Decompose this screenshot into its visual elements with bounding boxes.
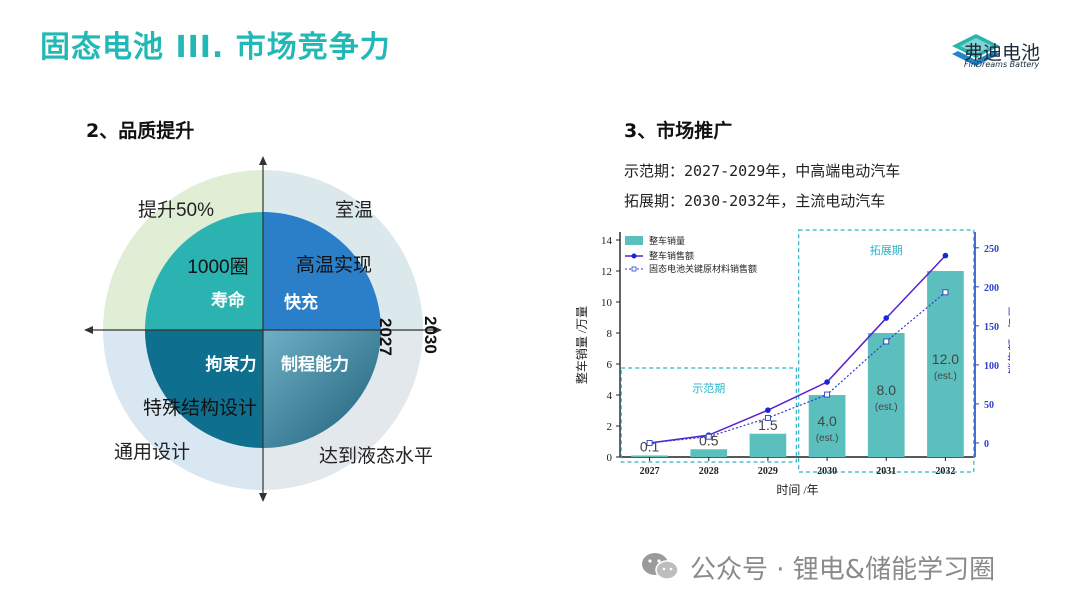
- quadrant-inner-label: 特殊结构设计: [143, 397, 257, 419]
- line-point: [824, 391, 831, 398]
- x-tick-label: 2032: [935, 466, 955, 477]
- findreams-logo: [952, 34, 1000, 66]
- x-tick-label: 2029: [758, 466, 778, 477]
- legend-marker: [631, 253, 637, 259]
- bar: [690, 449, 728, 457]
- line-point: [705, 433, 712, 440]
- quadrant-name: 拘束力: [206, 354, 257, 374]
- bar-est-label: (est.): [875, 402, 898, 413]
- bar-est-label: (est.): [816, 433, 839, 444]
- bar: [927, 271, 964, 457]
- brand-subtitle: FinDreams Battery: [964, 60, 1040, 69]
- legend-label: 整车销售额: [649, 250, 694, 261]
- page-title: 固态电池 III. 市场竞争力: [40, 30, 391, 65]
- inner-q4: [263, 330, 381, 448]
- inner-q2: [263, 212, 381, 330]
- y-tick-label: 10: [601, 297, 613, 309]
- quality-heading: 2、品质提升: [86, 120, 195, 142]
- y2-tick-label: 250: [984, 244, 999, 255]
- series-line: [649, 255, 946, 444]
- quadrant-inner-label: 1000圈: [187, 257, 248, 278]
- series-line: [649, 291, 946, 444]
- y-tick-label: 6: [607, 359, 613, 371]
- bar: [749, 433, 787, 457]
- quadrant-name: 快充: [284, 292, 318, 312]
- inner-q3: [145, 330, 263, 448]
- bar-value-label: 1.5: [758, 417, 778, 433]
- quadrant-name: 寿命: [211, 290, 246, 310]
- legend-marker: [631, 266, 637, 272]
- line-point: [942, 252, 949, 259]
- wechat-icon: [642, 553, 679, 580]
- brand-name: 弗迪电池: [964, 42, 1041, 64]
- legend-bar-swatch: [625, 236, 643, 245]
- line-point: [942, 289, 949, 296]
- y-tick-label: 0: [607, 452, 613, 464]
- region-label: 示范期: [692, 381, 725, 395]
- bar-est-label: (est.): [934, 371, 957, 382]
- phase-demo-text: 示范期：2027-2029年，中高端电动汽车: [624, 162, 901, 180]
- quadrant-inner-label: 高温实现: [296, 254, 372, 276]
- bar: [867, 333, 905, 457]
- bar: [808, 395, 846, 457]
- region-box: [620, 367, 797, 463]
- x-tick-label: 2030: [817, 466, 837, 477]
- x-axis-title: 时间 /年: [776, 483, 818, 497]
- y2-axis-title: 销售额 / 亿元: [1006, 305, 1010, 374]
- y2-tick-label: 100: [984, 361, 999, 372]
- y-tick-label: 2: [607, 421, 613, 433]
- market-heading: 3、市场推广: [624, 120, 733, 142]
- bar-value-label: 8.0: [877, 382, 897, 398]
- inner-q1: [145, 212, 263, 330]
- region-label: 拓展期: [870, 243, 903, 257]
- ring-label-inner: 2027: [376, 318, 395, 356]
- region-box: [798, 229, 975, 473]
- y-tick-label: 14: [601, 235, 613, 247]
- line-point: [883, 338, 890, 345]
- watermark-text: 公众号 · 锂电&储能学习圈: [690, 555, 996, 585]
- line-point: [764, 415, 771, 421]
- line-point: [883, 315, 890, 321]
- quadrant-name: 制程能力: [281, 354, 349, 374]
- bar-value-label: 12.0: [932, 351, 959, 367]
- quadrant-outer-label: 室温: [335, 199, 373, 221]
- y-axis-title: 整车销量 /万量: [574, 306, 589, 384]
- line-point: [765, 407, 771, 413]
- line-point: [646, 439, 653, 446]
- bar: [631, 455, 668, 457]
- y2-tick-label: 150: [984, 322, 999, 333]
- legend-label: 固态电池关键原材料销售额: [649, 263, 757, 274]
- x-tick-label: 2027: [640, 466, 660, 477]
- y2-tick-label: 200: [984, 283, 999, 294]
- market-chart: 示范期 拓展期 0 2 4 6 8 10 12 14 0 50 100 150 200 250 2027 2028…: [574, 229, 1010, 497]
- legend-label: 整车销量: [649, 235, 685, 246]
- quadrant-outer-label: 提升50%: [138, 199, 214, 221]
- ring-label-outer: 2030: [421, 316, 440, 354]
- y2-tick-label: 0: [984, 439, 989, 450]
- y2-tick-label: 50: [984, 400, 994, 411]
- x-tick-label: 2028: [699, 466, 719, 477]
- bar-value-label: 4.0: [817, 413, 837, 429]
- line-point: [824, 379, 830, 385]
- y-tick-label: 12: [601, 266, 612, 278]
- y-tick-label: 4: [607, 390, 613, 402]
- quadrant-outer-label: 达到液态水平: [319, 445, 433, 467]
- y-tick-label: 8: [607, 328, 613, 340]
- phase-expand-text: 拓展期：2030-2032年，主流电动汽车: [624, 192, 886, 210]
- x-tick-label: 2031: [876, 466, 896, 477]
- quadrant-outer-label: 通用设计: [114, 441, 190, 463]
